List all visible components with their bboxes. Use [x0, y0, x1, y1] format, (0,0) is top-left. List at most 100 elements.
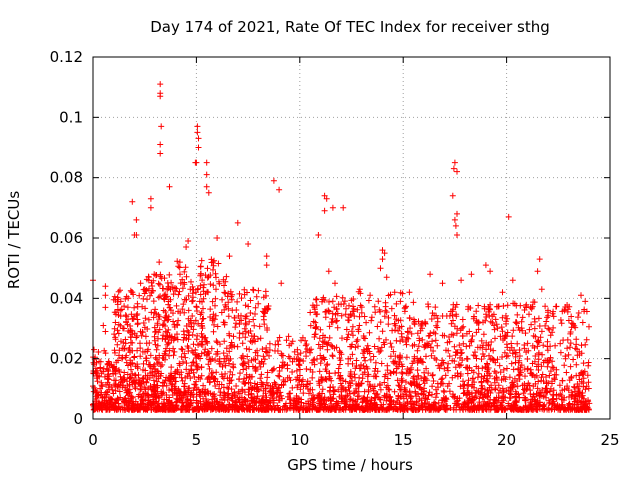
data-point — [115, 357, 121, 364]
data-point — [306, 390, 312, 397]
data-point — [573, 372, 580, 379]
data-point — [484, 392, 491, 399]
data-point — [145, 277, 152, 284]
data-point — [283, 337, 290, 344]
data-point — [494, 356, 501, 363]
data-point — [423, 353, 429, 360]
data-point — [143, 340, 150, 347]
data-point — [300, 390, 307, 397]
data-point — [257, 375, 264, 382]
data-point — [562, 353, 569, 360]
data-point — [243, 345, 250, 352]
data-point — [150, 377, 157, 384]
data-point — [568, 373, 575, 380]
data-point — [416, 381, 423, 388]
data-point — [425, 392, 432, 399]
data-point — [212, 357, 219, 364]
data-point — [182, 354, 189, 361]
data-point — [575, 314, 581, 321]
data-point — [391, 388, 398, 395]
data-point — [475, 370, 482, 377]
data-point — [134, 311, 141, 317]
data-point — [234, 219, 241, 226]
data-point — [575, 310, 582, 316]
data-point — [349, 323, 356, 330]
data-point — [473, 355, 480, 362]
data-point — [129, 198, 136, 205]
data-point — [443, 347, 449, 354]
data-point — [481, 305, 488, 312]
data-point — [578, 342, 585, 349]
data-point — [298, 378, 305, 385]
data-point — [452, 304, 459, 311]
data-point — [509, 333, 516, 340]
data-point — [495, 390, 502, 396]
data-point — [121, 303, 128, 310]
data-point — [274, 348, 281, 354]
data-point — [323, 308, 330, 315]
data-point — [547, 354, 554, 361]
data-point — [161, 275, 168, 282]
data-point — [340, 204, 347, 211]
data-point — [256, 323, 263, 330]
data-point — [333, 305, 340, 312]
data-point — [464, 364, 471, 371]
data-point — [290, 404, 297, 411]
data-point — [270, 177, 277, 184]
data-point — [176, 360, 183, 367]
data-point — [442, 398, 449, 405]
data-point — [399, 363, 406, 370]
data-point — [303, 400, 309, 407]
data-point — [144, 348, 151, 355]
data-point — [310, 357, 317, 364]
data-point — [485, 400, 492, 407]
data-point — [573, 341, 580, 348]
data-point — [457, 371, 464, 377]
data-point — [236, 290, 243, 297]
data-point — [418, 358, 425, 365]
data-point — [404, 366, 411, 372]
data-point — [517, 406, 524, 413]
data-point — [414, 347, 421, 354]
data-point — [503, 341, 510, 348]
data-point — [151, 271, 158, 278]
data-point — [378, 344, 385, 351]
data-point — [180, 301, 187, 308]
data-point — [225, 299, 232, 306]
data-point — [473, 329, 480, 336]
data-point — [429, 372, 436, 379]
data-point — [421, 380, 428, 387]
x-tick-label: 10 — [290, 431, 309, 449]
data-point — [279, 406, 286, 413]
data-point — [164, 329, 171, 336]
data-point — [153, 346, 160, 353]
data-point — [286, 390, 293, 397]
data-point — [386, 397, 393, 404]
data-point — [372, 309, 379, 316]
data-point — [429, 310, 436, 317]
data-point — [446, 338, 453, 345]
data-point — [364, 373, 371, 380]
data-point — [349, 351, 356, 358]
data-point — [111, 325, 118, 332]
data-point — [95, 400, 102, 407]
data-point — [439, 280, 446, 287]
data-point — [247, 403, 254, 410]
data-point — [576, 389, 583, 396]
data-point — [414, 372, 421, 379]
data-point — [367, 292, 374, 299]
data-point — [376, 335, 383, 342]
data-point — [157, 93, 164, 100]
data-point — [254, 347, 261, 354]
data-point — [196, 391, 203, 398]
data-point — [170, 345, 177, 352]
data-point — [317, 345, 324, 352]
data-point — [190, 359, 197, 365]
y-tick-label: 0.12 — [50, 48, 83, 66]
data-point — [260, 316, 267, 323]
data-point — [445, 360, 452, 367]
data-point — [105, 366, 111, 373]
data-point — [332, 280, 338, 287]
data-point — [160, 332, 167, 339]
data-point — [528, 321, 535, 328]
